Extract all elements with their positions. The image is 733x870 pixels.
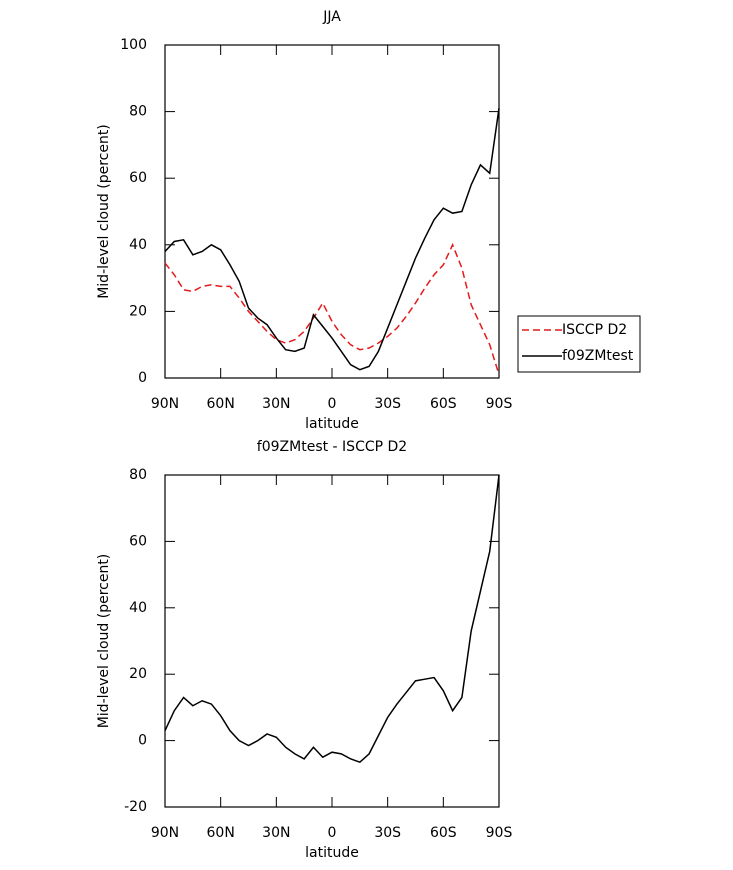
x-axis-label: latitude [305, 845, 359, 861]
y-tick-label: -20 [124, 799, 147, 815]
plot-frame [164, 474, 500, 808]
chart-title: JJA [322, 9, 341, 25]
y-tick-label: 0 [138, 370, 147, 386]
y-tick-label: 60 [129, 170, 147, 186]
x-tick-label: 90N [151, 396, 179, 412]
y-tick-label: 20 [129, 666, 147, 682]
x-tick-label: 90N [151, 825, 179, 841]
y-tick-label: 80 [129, 104, 147, 120]
y-tick-label: 60 [129, 533, 147, 549]
y-tick-label: 40 [129, 600, 147, 616]
x-tick-label: 30S [374, 396, 401, 412]
data-line [164, 108, 500, 371]
x-tick-label: 0 [328, 396, 337, 412]
x-tick-label: 60N [207, 825, 235, 841]
data-line [164, 474, 500, 764]
x-axis-label: latitude [305, 416, 359, 432]
x-tick-label: 0 [328, 825, 337, 841]
x-tick-label: 60N [207, 396, 235, 412]
data-line [164, 242, 500, 375]
y-axis-label: Mid-level cloud (percent) [96, 554, 112, 729]
y-tick-label: 40 [129, 237, 147, 253]
x-tick-label: 90S [486, 825, 513, 841]
x-tick-label: 60S [430, 396, 457, 412]
chart-title: f09ZMtest - ISCCP D2 [257, 439, 407, 455]
y-tick-label: 0 [138, 733, 147, 749]
y-tick-label: 100 [120, 37, 147, 53]
legend-box [517, 315, 641, 373]
legend-label: f09ZMtest [562, 348, 634, 364]
y-tick-label: 20 [129, 303, 147, 319]
y-tick-label: 80 [129, 467, 147, 483]
x-tick-label: 60S [430, 825, 457, 841]
x-tick-label: 30N [262, 396, 290, 412]
x-tick-label: 90S [486, 396, 513, 412]
x-tick-label: 30S [374, 825, 401, 841]
legend-label: ISCCP D2 [562, 322, 627, 338]
y-axis-label: Mid-level cloud (percent) [96, 124, 112, 299]
x-tick-label: 30N [262, 825, 290, 841]
